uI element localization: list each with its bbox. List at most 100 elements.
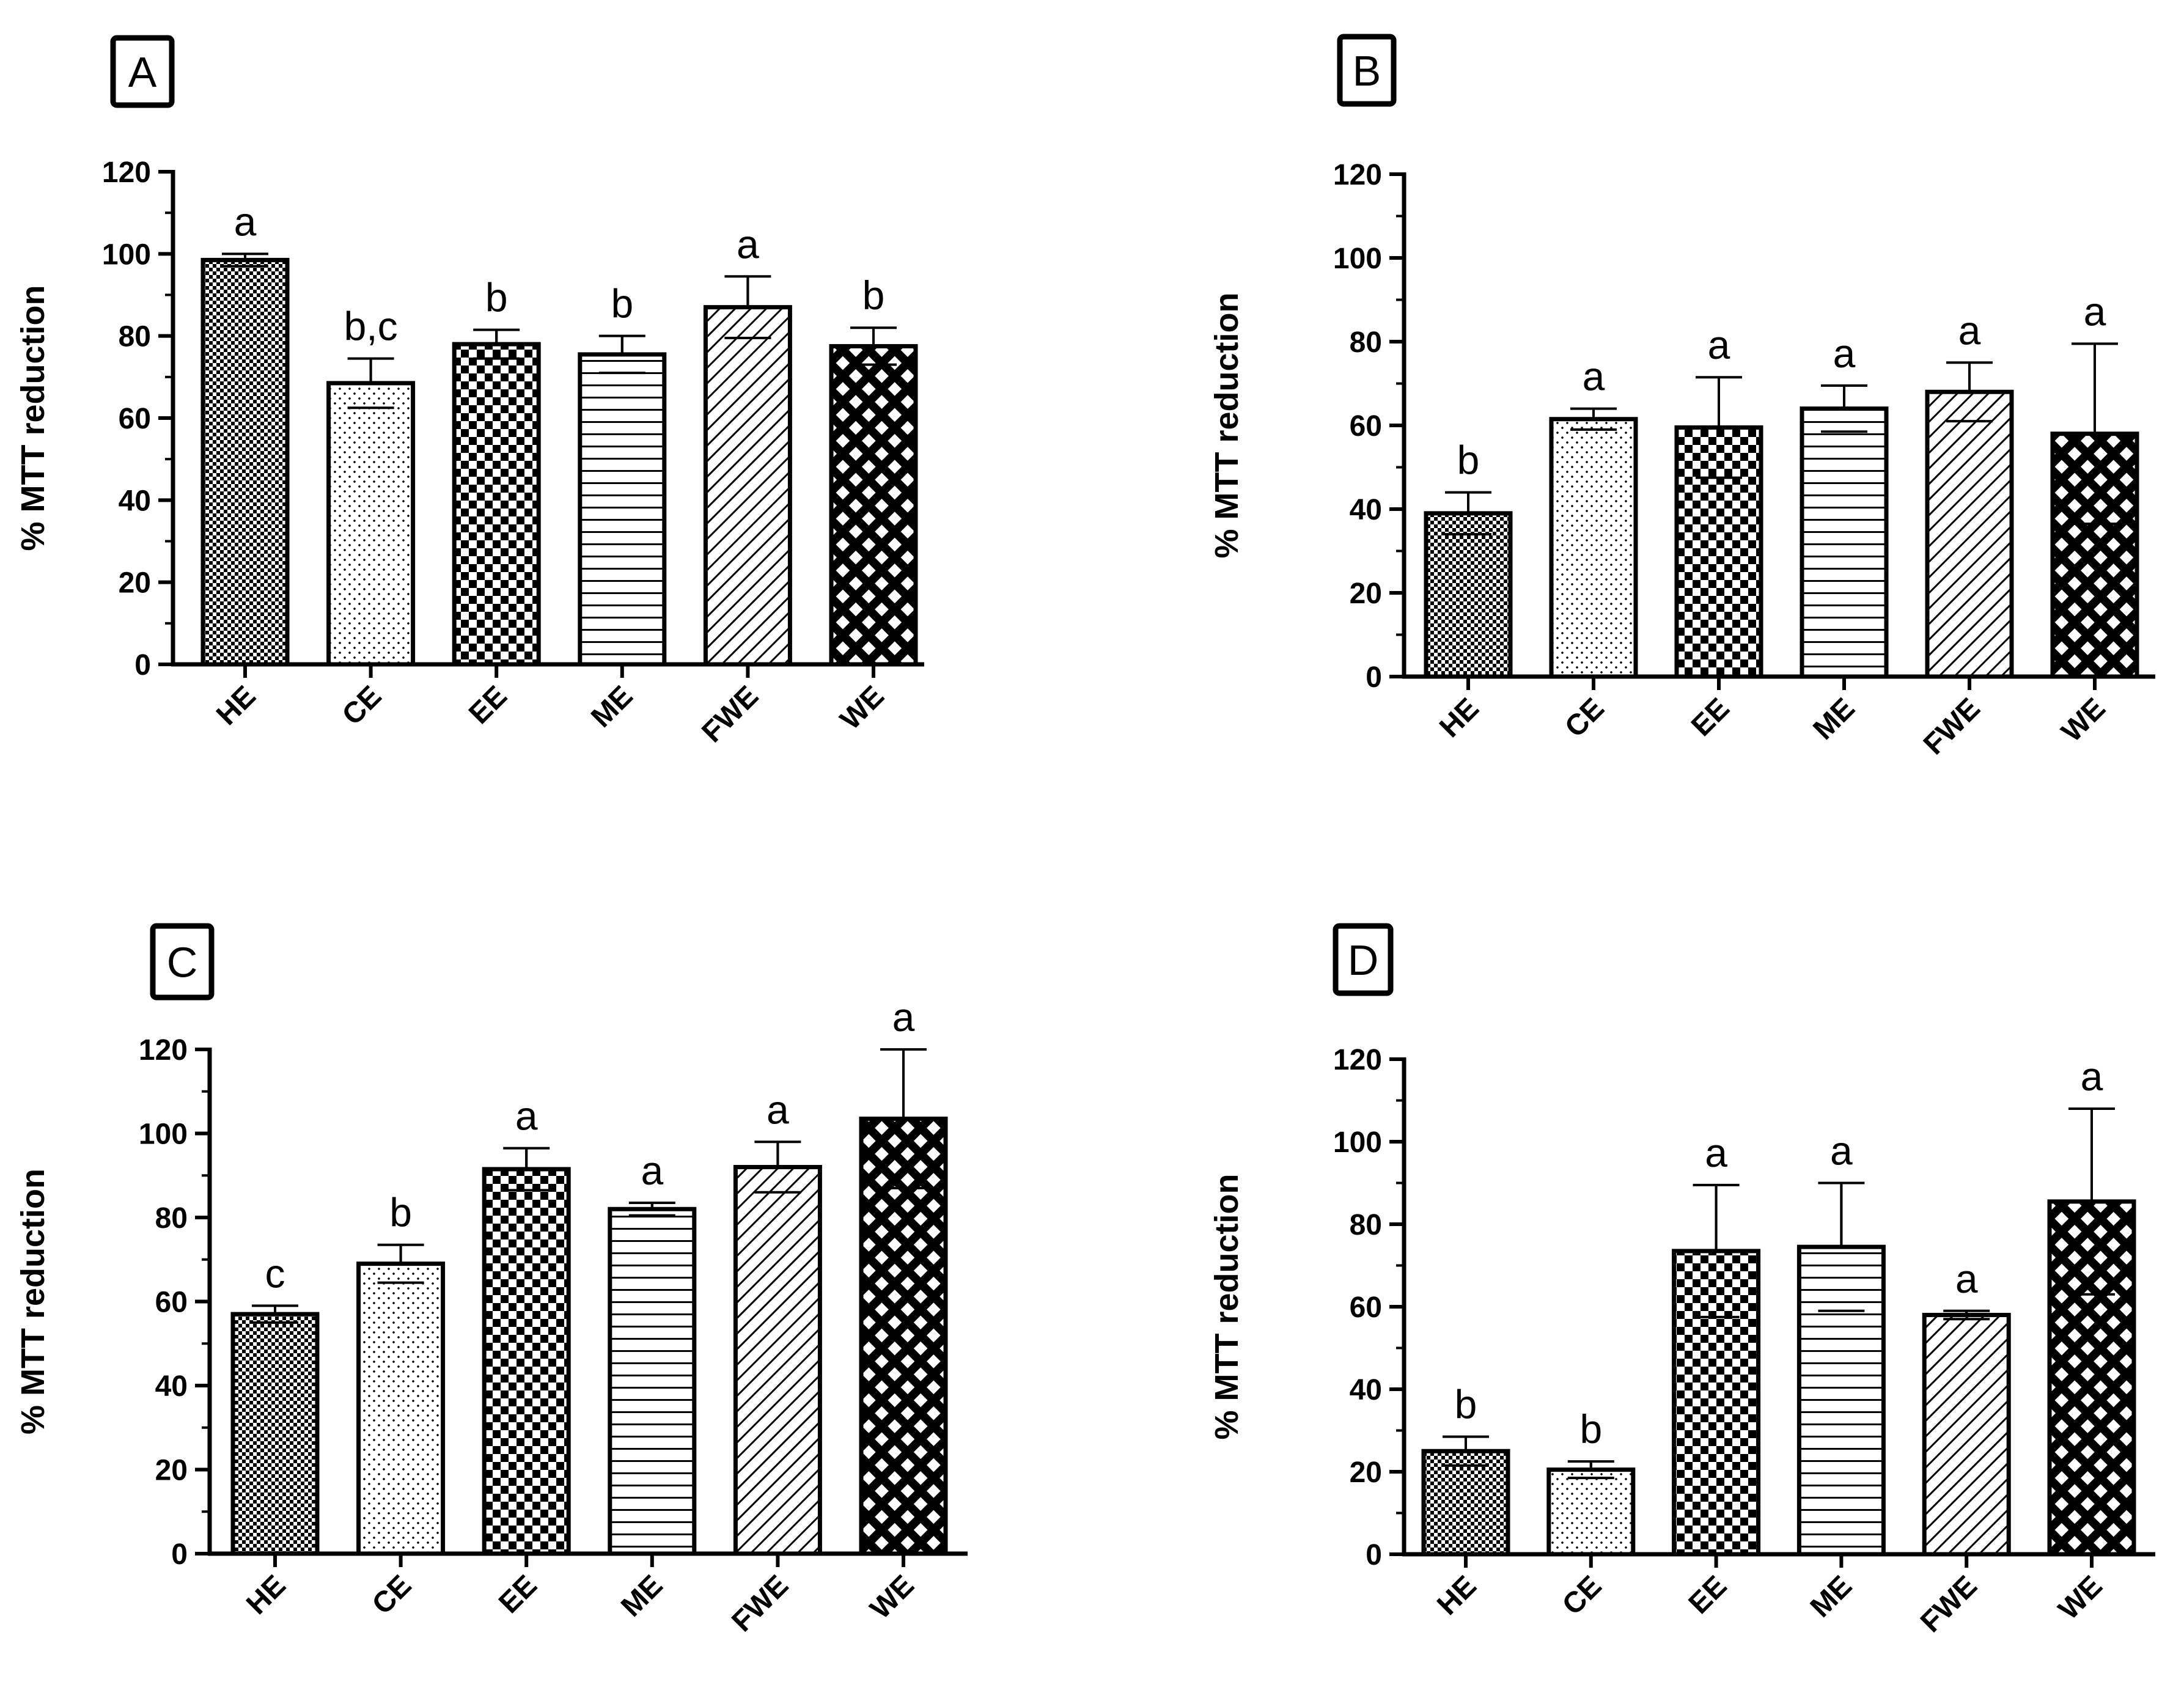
- panel-label-box: [150, 923, 215, 1001]
- significance-letter: a: [1833, 331, 1856, 376]
- significance-letter: a: [892, 994, 915, 1040]
- panel-c: C % MTT reduction c HE b CE a EE a ME a FWE a WE 0 20 40…: [15, 923, 968, 1638]
- x-tick-label: CE: [336, 680, 388, 732]
- y-axis-label: % MTT reduction: [15, 1169, 51, 1434]
- significance-letter: a: [234, 199, 257, 244]
- x-tick-label: ME: [1804, 1570, 1858, 1623]
- panel-label: A: [128, 48, 157, 96]
- significance-letter: a: [1705, 1130, 1727, 1175]
- bar-me: [1800, 406, 1889, 679]
- y-tick-label: 120: [1333, 159, 1382, 191]
- bar-we: [2047, 1199, 2136, 1557]
- x-tick-label: WE: [834, 680, 891, 736]
- bar-ee: [452, 342, 541, 667]
- y-tick-label: 60: [1350, 1291, 1382, 1324]
- y-tick-label: 0: [134, 649, 151, 681]
- bar-he: [230, 1312, 320, 1556]
- x-tick-label: HE: [240, 1569, 292, 1621]
- y-tick-label: 60: [155, 1287, 188, 1319]
- y-tick-label: 120: [139, 1034, 188, 1067]
- y-tick-label: 100: [1333, 1126, 1382, 1159]
- y-axis-label: % MTT reduction: [1208, 293, 1245, 559]
- panel-label-box: [1337, 34, 1397, 107]
- bar-we: [829, 343, 918, 667]
- significance-letter: a: [1708, 322, 1730, 367]
- x-tick-label: FWE: [726, 1569, 795, 1638]
- significance-letter: a: [515, 1093, 538, 1139]
- y-tick-label: 80: [1350, 326, 1382, 359]
- x-tick-label: CE: [1556, 1570, 1608, 1621]
- panel-label-box: [110, 35, 175, 108]
- bar-ce: [326, 381, 416, 667]
- y-tick-label: 120: [102, 156, 151, 189]
- panel-b: B % MTT reduction b HE a CE a EE a ME a FWE a WE 0 20 40…: [1208, 34, 2155, 761]
- y-tick-label: 40: [1350, 1374, 1382, 1406]
- significance-letter: b: [389, 1190, 412, 1235]
- x-tick-label: EE: [1683, 1570, 1734, 1620]
- panel-label: C: [167, 939, 198, 986]
- y-tick-label: 40: [1350, 494, 1382, 526]
- x-tick-label: HE: [1433, 692, 1485, 744]
- y-tick-label: 0: [171, 1538, 188, 1571]
- x-tick-label: ME: [585, 680, 639, 733]
- significance-letter: a: [1955, 1256, 1978, 1301]
- panel-a: A % MTT reduction a HE b,c CE b EE b ME a FWE b WE 0 20…: [15, 35, 924, 749]
- significance-letter: a: [1958, 307, 1981, 353]
- bar-he: [200, 257, 290, 667]
- significance-letter: a: [1583, 354, 1605, 399]
- x-tick-label: CE: [366, 1569, 418, 1621]
- bar-fwe: [733, 1165, 822, 1556]
- significance-letter: a: [2081, 1054, 2103, 1099]
- x-tick-label: WE: [2056, 692, 2112, 748]
- y-tick-label: 100: [102, 238, 151, 271]
- x-tick-label: ME: [615, 1569, 669, 1623]
- bar-ee: [1672, 1249, 1761, 1557]
- bar-me: [1796, 1244, 1886, 1557]
- bar-ee: [482, 1167, 571, 1556]
- bar-ce: [356, 1262, 446, 1556]
- x-tick-label: WE: [2053, 1570, 2109, 1626]
- significance-letter: a: [2084, 288, 2106, 334]
- bar-fwe: [703, 305, 792, 667]
- significance-letter: a: [1830, 1128, 1853, 1173]
- y-tick-label: 20: [119, 567, 151, 600]
- significance-letter: c: [265, 1250, 285, 1296]
- x-tick-label: EE: [1685, 692, 1736, 743]
- x-tick-label: EE: [493, 1569, 543, 1620]
- panel-label: D: [1348, 936, 1379, 984]
- significance-letter: b: [485, 275, 508, 320]
- y-tick-label: 40: [155, 1370, 188, 1403]
- bar-he: [1424, 511, 1513, 679]
- panel-label: B: [1353, 47, 1381, 95]
- significance-letter: b: [1455, 1382, 1477, 1427]
- x-tick-label: FWE: [1914, 1570, 1984, 1639]
- y-tick-label: 60: [119, 403, 151, 435]
- x-tick-label: FWE: [696, 680, 765, 749]
- x-tick-label: CE: [1559, 692, 1611, 744]
- bar-ce: [1546, 1467, 1636, 1557]
- significance-letter: b: [611, 281, 633, 326]
- bar-we: [859, 1116, 948, 1556]
- bar-fwe: [1922, 1313, 2011, 1557]
- y-tick-label: 80: [1350, 1209, 1382, 1241]
- panel-label-box: [1333, 923, 1394, 996]
- bar-ee: [1674, 425, 1763, 679]
- significance-letter: a: [737, 221, 759, 266]
- y-tick-label: 20: [1350, 578, 1382, 610]
- y-tick-label: 0: [1366, 661, 1382, 694]
- significance-letter: b: [1457, 438, 1480, 483]
- bar-we: [2050, 432, 2139, 679]
- y-axis-label: % MTT reduction: [1208, 1174, 1245, 1440]
- y-tick-label: 120: [1333, 1044, 1382, 1076]
- panel-d: D % MTT reduction b HE b CE a EE a ME a FWE a WE 0 20 40…: [1208, 923, 2155, 1639]
- y-tick-label: 0: [1366, 1539, 1382, 1571]
- x-tick-label: WE: [864, 1569, 921, 1625]
- significance-letter: a: [641, 1148, 663, 1193]
- x-tick-label: FWE: [1917, 692, 1987, 761]
- bar-me: [608, 1206, 697, 1556]
- y-axis-label: % MTT reduction: [15, 285, 51, 551]
- significance-letter: a: [767, 1087, 789, 1132]
- significance-letter: b,c: [344, 304, 398, 349]
- bar-me: [578, 352, 667, 667]
